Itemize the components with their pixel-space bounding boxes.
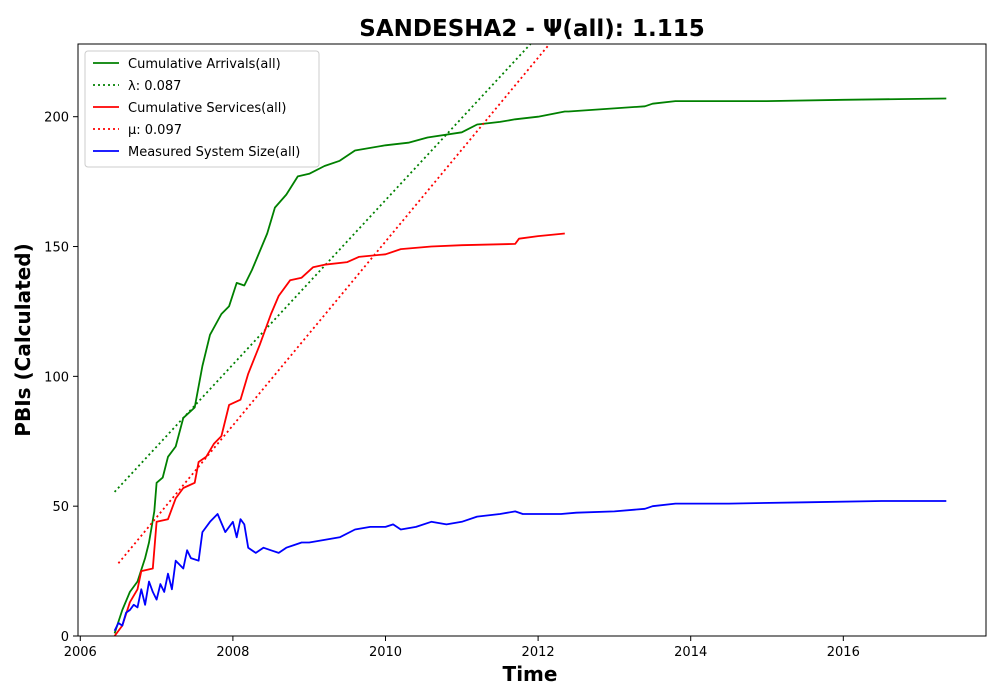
legend-label: Measured System Size(all)	[128, 145, 300, 160]
x-tick-label: 2006	[64, 645, 97, 660]
axes-frame	[77, 43, 987, 637]
x-axis-label: Time	[503, 662, 558, 686]
series-line-4	[113, 500, 947, 632]
x-tick-label: 2012	[522, 645, 555, 660]
x-tick-label: 2014	[674, 645, 707, 660]
y-tick-label: 50	[52, 500, 69, 515]
y-tick-label: 0	[61, 630, 69, 645]
y-tick-label: 100	[44, 370, 69, 385]
x-tick-label: 2010	[369, 645, 402, 660]
legend-label: Cumulative Arrivals(all)	[128, 57, 281, 72]
plot-area: 2006 2008 2010 2012 2014 2016 0 50 100 150 200	[44, 43, 987, 660]
legend-label: μ: 0.097	[128, 123, 182, 138]
y-tick-label: 200	[44, 111, 69, 126]
legend: Cumulative Arrivals(all) λ: 0.087 Cumulati…	[84, 50, 320, 168]
y-axis-label: PBIs (Calculated)	[11, 243, 35, 436]
chart-title: SANDESHA2 - Ψ(all): 1.115	[359, 16, 704, 42]
x-tick-label: 2016	[827, 645, 860, 660]
x-tick-label: 2008	[216, 645, 249, 660]
series-group	[113, 44, 947, 636]
series-line-2	[113, 232, 565, 636]
legend-label: λ: 0.087	[128, 79, 181, 94]
series-line-0	[113, 97, 947, 634]
legend-box	[84, 50, 320, 168]
series-line-1	[113, 44, 532, 493]
y-tick-label: 150	[44, 241, 69, 256]
legend-label: Cumulative Services(all)	[128, 101, 286, 116]
